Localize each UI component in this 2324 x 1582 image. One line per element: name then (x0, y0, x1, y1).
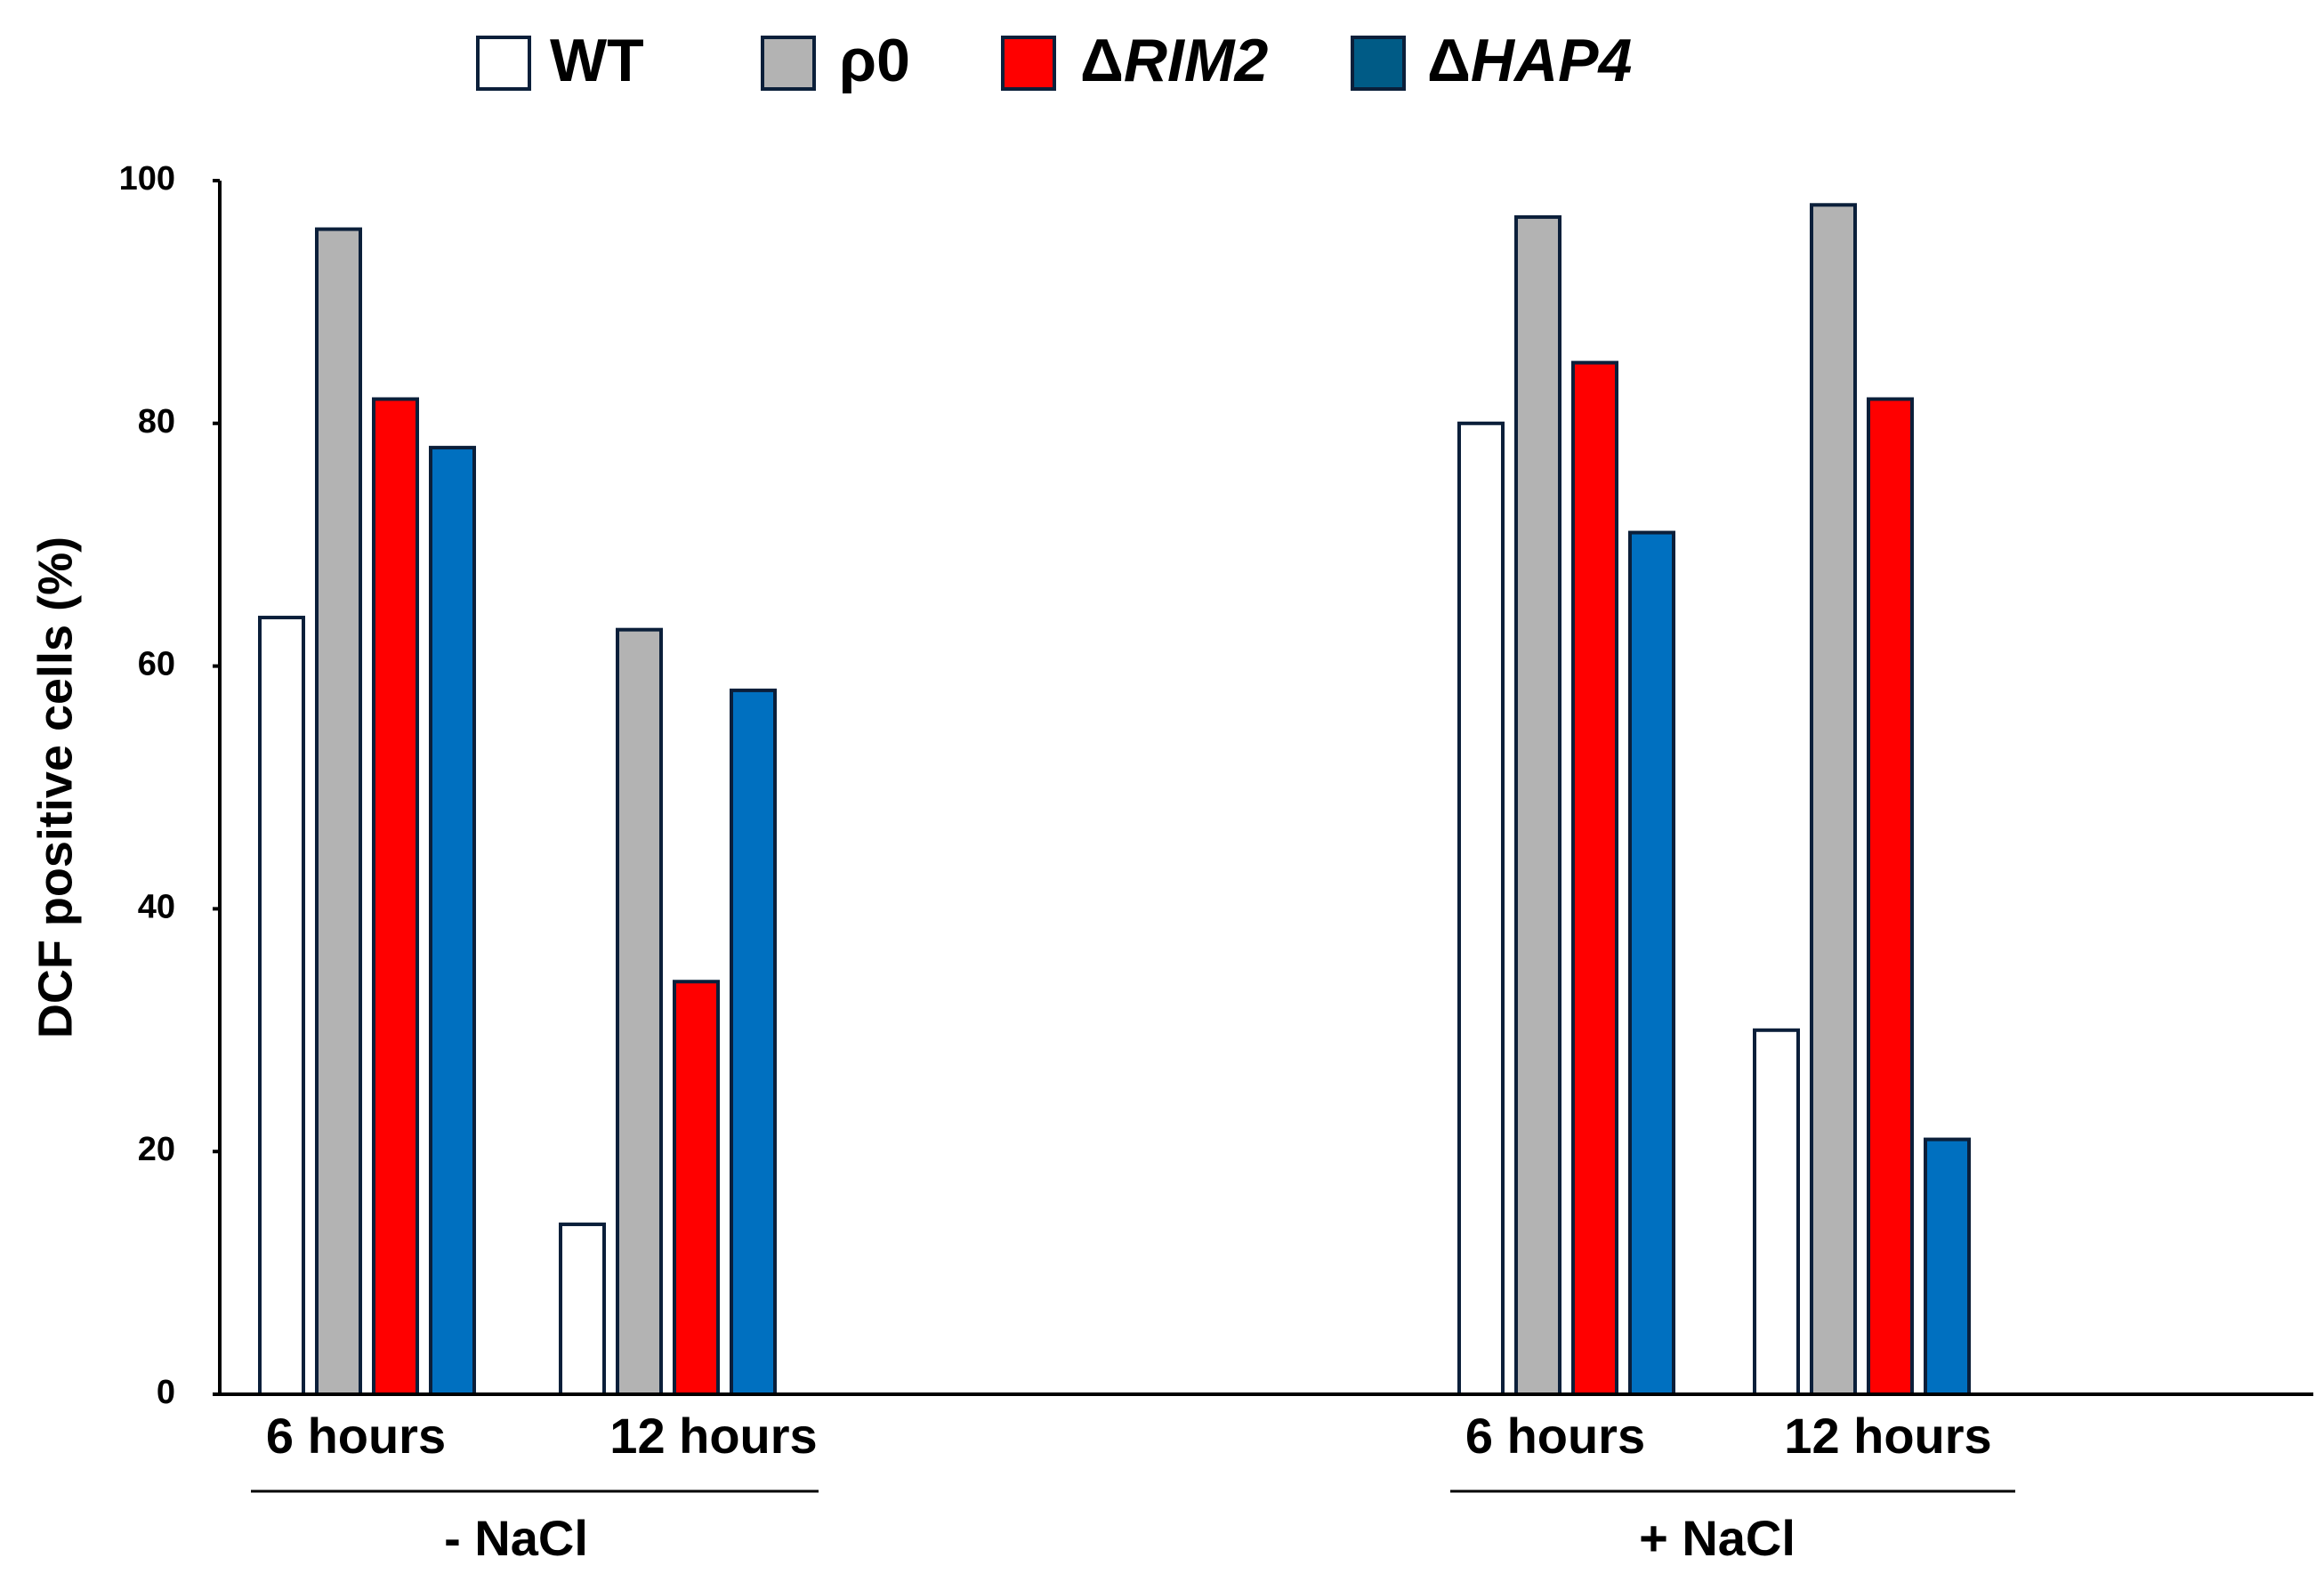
legend-prefix-3: Δ (1427, 27, 1471, 94)
legend-swatch-0 (476, 36, 531, 91)
bars (258, 203, 1971, 1397)
legend-name-0: WT (550, 27, 644, 94)
legend-name-3: HAP4 (1471, 27, 1632, 94)
category-label-1: 12 hours (609, 1408, 817, 1464)
bar-0-1 (616, 627, 663, 1396)
bar-rim2-3 (1867, 397, 1914, 1396)
y-tick-label-40: 40 (138, 888, 175, 925)
y-tick-label-20: 20 (138, 1131, 175, 1168)
legend-swatch-3 (1351, 36, 1406, 91)
bar-hap4-3 (1924, 1137, 1971, 1397)
y-axis: 0 20 40 60 80 100 DCF positive cells (%) (28, 160, 222, 1411)
legend-name-2: RIM2 (1124, 27, 1269, 94)
category-label-2: 6 hours (1465, 1408, 1645, 1464)
bar-wt-2 (1457, 421, 1505, 1396)
legend: WT ρ0 ΔRIM2 ΔHAP4 (476, 27, 1632, 94)
legend-swatch-2 (1001, 36, 1056, 91)
bar-hap4-1 (730, 688, 777, 1396)
group-label-0: - NaCl (444, 1510, 588, 1566)
x-axis: 6 hours 12 hours 6 hours 12 hours - NaCl + Na… (220, 1392, 2313, 1566)
category-label-3: 12 hours (1784, 1408, 1991, 1464)
bar-0-0 (315, 227, 362, 1396)
legend-label-1: ρ0 (839, 27, 910, 94)
bar-rim2-2 (1571, 360, 1618, 1397)
bar-wt-3 (1753, 1028, 1800, 1397)
bar-0-2 (1514, 214, 1561, 1396)
y-tick-label-80: 80 (138, 403, 175, 440)
legend-name-1: ρ0 (839, 27, 910, 94)
legend-prefix-2: Δ (1080, 27, 1124, 94)
bar-hap4-2 (1628, 530, 1675, 1396)
legend-label-2: ΔRIM2 (1080, 27, 1269, 94)
bar-rim2-0 (372, 397, 419, 1396)
bar-wt-0 (258, 616, 305, 1396)
legend-label-0: WT (550, 27, 644, 94)
y-tick-label-60: 60 (138, 646, 175, 683)
bar-hap4-0 (429, 446, 476, 1397)
legend-swatch-1 (761, 36, 816, 91)
bar-rim2-1 (673, 980, 720, 1396)
bar-wt-1 (559, 1223, 606, 1397)
y-axis-title: DCF positive cells (%) (28, 537, 82, 1038)
y-tick-label-100: 100 (119, 160, 175, 198)
bar-0-3 (1810, 203, 1857, 1396)
group-label-1: + NaCl (1639, 1510, 1795, 1566)
y-tick-label-0: 0 (157, 1374, 175, 1411)
legend-label-3: ΔHAP4 (1427, 27, 1632, 94)
category-label-0: 6 hours (266, 1408, 446, 1464)
